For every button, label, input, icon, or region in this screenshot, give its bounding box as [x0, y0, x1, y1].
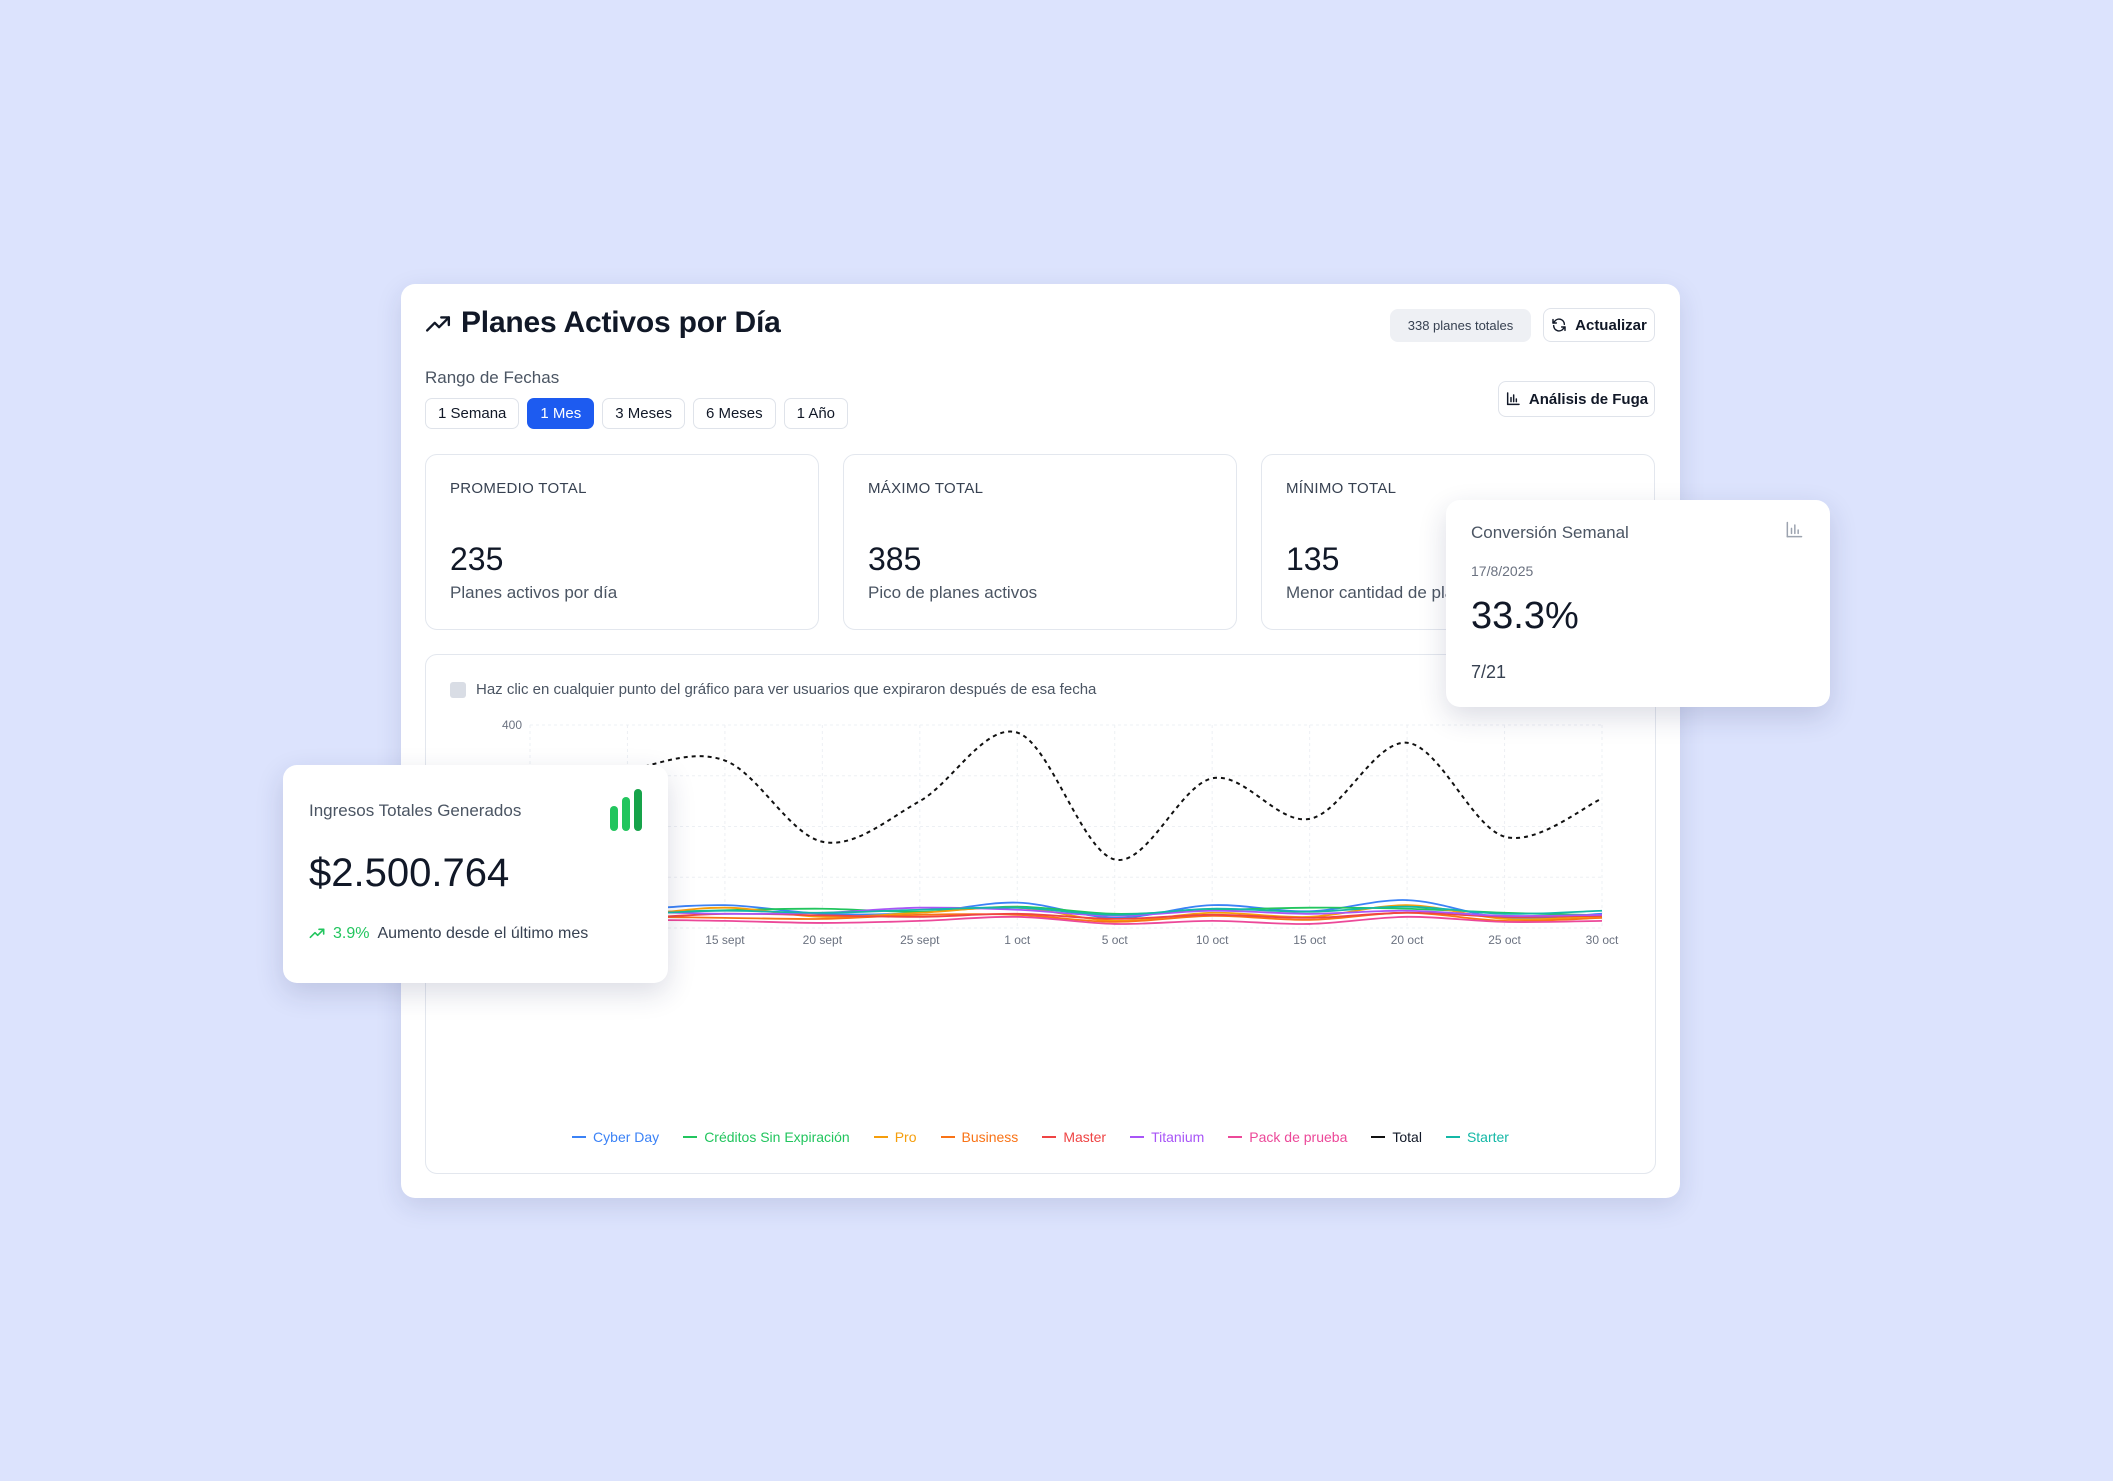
- x-tick-label: 5 oct: [1102, 933, 1129, 947]
- legend-swatch: [873, 1136, 888, 1138]
- legend-label: Business: [961, 1129, 1019, 1145]
- series-line-starter[interactable]: [529, 905, 1603, 916]
- chart-hint-text: Haz clic en cualquier punto del gráfico …: [476, 681, 1097, 698]
- legend-label: Titanium: [1151, 1129, 1205, 1145]
- legend-swatch: [1371, 1136, 1386, 1138]
- chart-legend: Cyber Day Créditos Sin Expiración Pro Busin…: [426, 1129, 1655, 1145]
- stat-subtitle: Pico de planes activos: [868, 583, 1038, 602]
- date-range-label: Rango de Fechas: [425, 368, 560, 387]
- stat-value: 385: [868, 541, 922, 577]
- stat-card-average: PROMEDIO TOTAL 235 Planes activos por dí…: [425, 454, 819, 630]
- date-range-selector: 1 Semana 1 Mes 3 Meses 6 Meses 1 Año: [425, 398, 849, 429]
- legend-label: Starter: [1466, 1129, 1509, 1145]
- refresh-label: Actualizar: [1575, 316, 1647, 334]
- legend-label: Master: [1063, 1129, 1107, 1145]
- series-line-pack-de-prueba[interactable]: [529, 915, 1603, 925]
- churn-analysis-button[interactable]: Análisis de Fuga: [1498, 381, 1655, 417]
- chart-hint: Haz clic en cualquier punto del gráfico …: [450, 681, 1096, 698]
- stat-label: PROMEDIO TOTAL: [450, 480, 587, 497]
- conversion-fraction: 7/21: [1471, 662, 1507, 682]
- x-tick-label: 20 oct: [1391, 933, 1424, 947]
- legend-item[interactable]: Business: [940, 1129, 1019, 1145]
- stat-value: 135: [1286, 541, 1340, 577]
- legend-label: Cyber Day: [593, 1129, 660, 1145]
- stat-card-max: MÁXIMO TOTAL 385 Pico de planes activos: [843, 454, 1237, 630]
- legend-item[interactable]: Créditos Sin Expiración: [683, 1129, 850, 1145]
- range-6-meses[interactable]: 6 Meses: [692, 398, 776, 429]
- legend-swatch: [683, 1136, 698, 1138]
- stat-value: 235: [450, 541, 504, 577]
- range-3-meses[interactable]: 3 Meses: [602, 398, 685, 429]
- legend-item[interactable]: Pack de prueba: [1228, 1129, 1347, 1145]
- series-line-total[interactable]: [529, 730, 1603, 861]
- revenue-pct: 3.9%: [333, 925, 370, 942]
- range-1-semana[interactable]: 1 Semana: [425, 398, 520, 429]
- legend-item[interactable]: Total: [1371, 1129, 1422, 1145]
- legend-swatch: [1445, 1136, 1460, 1138]
- trending-up-icon: [425, 316, 451, 332]
- x-tick-label: 30 oct: [1586, 933, 1619, 947]
- range-1-ano[interactable]: 1 Año: [783, 398, 849, 429]
- legend-label: Créditos Sin Expiración: [704, 1129, 850, 1145]
- series-line-pro[interactable]: [529, 904, 1603, 922]
- bar-chart-icon: [1506, 392, 1520, 406]
- conversion-value: 33.3%: [1471, 595, 1579, 637]
- stat-label: MÍNIMO TOTAL: [1286, 480, 1397, 497]
- x-tick-label: 15 oct: [1293, 933, 1326, 947]
- legend-item[interactable]: Titanium: [1130, 1129, 1204, 1145]
- refresh-button[interactable]: Actualizar: [1543, 308, 1655, 342]
- series-line-titanium[interactable]: [529, 906, 1603, 917]
- legend-item[interactable]: Master: [1042, 1129, 1106, 1145]
- legend-swatch: [1042, 1136, 1057, 1138]
- stat-label: MÁXIMO TOTAL: [868, 480, 984, 497]
- legend-swatch: [1130, 1136, 1145, 1138]
- stat-subtitle: Planes activos por día: [450, 583, 618, 602]
- range-1-mes[interactable]: 1 Mes: [527, 398, 595, 429]
- conversion-date: 17/8/2025: [1471, 563, 1534, 579]
- legend-swatch: [940, 1136, 955, 1138]
- legend-item[interactable]: Pro: [873, 1129, 917, 1145]
- y-tick-label: 400: [502, 718, 522, 732]
- revenue-label: Ingresos Totales Generados: [309, 801, 522, 820]
- legend-item[interactable]: Cyber Day: [572, 1129, 659, 1145]
- churn-analysis-label: Análisis de Fuga: [1528, 390, 1649, 408]
- legend-label: Pro: [894, 1129, 917, 1145]
- total-plans-badge: 338 planes totales: [1390, 309, 1531, 342]
- legend-swatch: [572, 1136, 587, 1138]
- x-tick-label: 1 oct: [1004, 933, 1031, 947]
- revenue-card: Ingresos Totales Generados $2.500.764 3.…: [283, 765, 668, 983]
- x-tick-label: 25 oct: [1488, 933, 1521, 947]
- revenue-trend-text: Aumento desde el último mes: [377, 925, 589, 942]
- revenue-value: $2.500.764: [309, 851, 510, 895]
- legend-swatch: [1228, 1136, 1243, 1138]
- signal-bars-icon: [610, 789, 642, 831]
- hint-checkbox-icon: [450, 681, 466, 698]
- x-tick-label: 25 sept: [900, 933, 940, 947]
- bar-chart-icon: [1786, 521, 1803, 538]
- legend-item[interactable]: Starter: [1445, 1129, 1509, 1145]
- x-tick-label: 15 sept: [705, 933, 745, 947]
- refresh-icon: [1552, 318, 1566, 332]
- x-tick-label: 20 sept: [803, 933, 843, 947]
- x-tick-label: 10 oct: [1196, 933, 1229, 947]
- legend-label: Total: [1392, 1129, 1422, 1145]
- conversion-label: Conversión Semanal: [1471, 523, 1629, 542]
- page-title: Planes Activos por Día: [461, 306, 781, 339]
- trending-up-icon: [309, 928, 325, 939]
- legend-label: Pack de prueba: [1249, 1129, 1348, 1145]
- planes-activos-card: Planes Activos por Día 338 planes totale…: [401, 284, 1680, 1198]
- revenue-trend: 3.9% Aumento desde el último mes: [309, 925, 588, 943]
- conversion-card: Conversión Semanal 17/8/2025 33.3% 7/21: [1446, 500, 1830, 707]
